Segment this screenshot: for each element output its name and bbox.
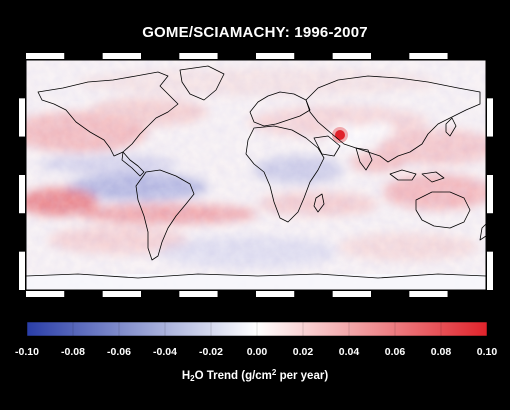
colorbar-label-part: O Trend (g/cm [194, 370, 272, 382]
colorbar-tick-label: -0.10 [15, 346, 39, 358]
colorbar [27, 322, 487, 336]
colorbar-tick-label: -0.08 [61, 346, 85, 358]
colorbar-tick-label: -0.04 [153, 346, 177, 358]
colorbar-label-superscript: 2 [271, 368, 277, 377]
colorbar-label-part: H [181, 370, 191, 382]
colorbar-tick-label: 0.10 [476, 346, 498, 358]
colorbar-tick-label: -0.02 [199, 346, 223, 358]
colorbar-label-part: per year) [276, 370, 329, 382]
hotspot-marker [335, 130, 345, 140]
colorbar-tick-label: -0.06 [107, 346, 131, 358]
map-title: GOME/SCIAMACHY: 1996-2007 [142, 24, 368, 41]
trend-map [18, 52, 494, 298]
colorbar-tick-label: 0.00 [246, 346, 268, 358]
colorbar-tick-label: 0.04 [338, 346, 360, 358]
colorbar-tick-labels: -0.10 -0.08 -0.06 -0.04 -0.02 0.00 0.02 0.04 0.0… [0, 346, 510, 360]
world-map [18, 52, 494, 298]
colorbar-dividers [72, 322, 442, 336]
colorbar-tick-label: 0.08 [430, 346, 452, 358]
colorbar-label: H2O Trend (g/cm2 per year) [0, 368, 510, 383]
map-border [25, 59, 487, 291]
trend-field [26, 60, 486, 290]
colorbar-tick-label: 0.02 [292, 346, 314, 358]
coastlines [26, 65, 486, 279]
colorbar-label-subscript: 2 [190, 374, 195, 383]
colorbar-tick-label: 0.06 [384, 346, 406, 358]
map-frame-ticks [19, 53, 493, 297]
